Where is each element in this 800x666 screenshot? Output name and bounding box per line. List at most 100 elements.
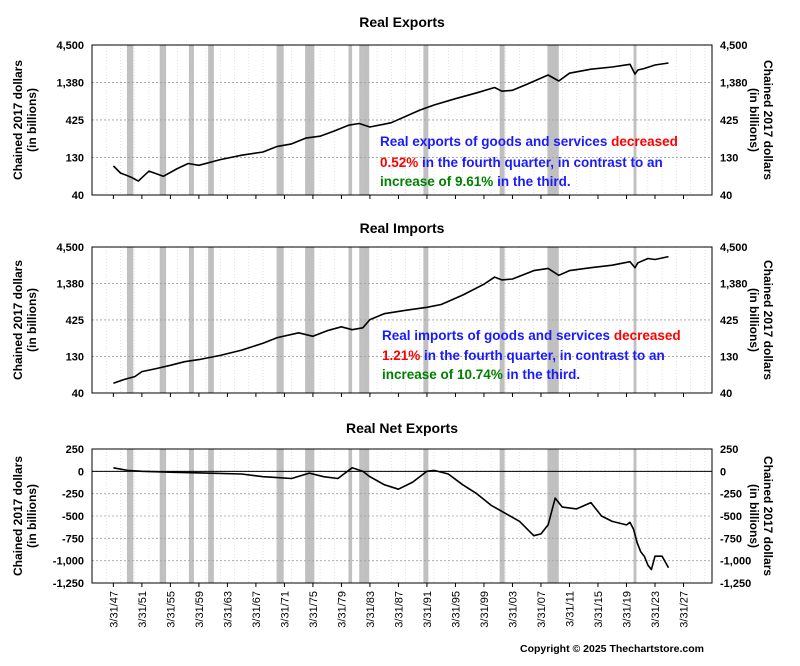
y-axis-label-line: Chained 2017 dollars	[761, 456, 775, 576]
y-axis-label-line: (in billions)	[25, 484, 39, 548]
recession-band	[126, 449, 134, 583]
y-tick-label-right: 1,380	[720, 279, 748, 291]
annotation-line: 1.21% in the fourth quarter, in contrast…	[382, 348, 665, 363]
y-tick-label-left: 425	[66, 315, 84, 327]
plot-frame	[91, 448, 713, 584]
x-tick-label: 3/31/51	[137, 591, 149, 628]
recession-band	[188, 45, 194, 195]
recession-band	[633, 449, 637, 583]
y-axis-label-line: (in billions)	[747, 288, 761, 352]
annotation-line: increase of 10.74% in the third.	[382, 367, 580, 382]
y-tick-label-right: 40	[720, 388, 732, 400]
y-axis-label-left: Chained 2017 dollars(in billions)	[11, 60, 39, 180]
y-tick-label-right: 1,380	[720, 78, 748, 90]
y-tick-label-left: -250	[62, 489, 84, 501]
y-tick-label-right: -500	[720, 511, 742, 523]
plot-frame	[91, 44, 713, 196]
x-tick-label: 3/31/19	[621, 591, 633, 628]
y-tick-label-right: 425	[720, 315, 738, 327]
annotation-segment: in the third.	[493, 174, 570, 189]
recession-band	[499, 45, 505, 195]
y-tick-label-right: 425	[720, 115, 738, 127]
x-tick-label: 3/31/71	[279, 591, 291, 628]
panel-title: Real Exports	[359, 14, 445, 30]
plot-frame	[91, 246, 713, 394]
recession-band	[188, 247, 194, 393]
y-tick-label-right: -250	[720, 489, 742, 501]
y-tick-label-left: 130	[66, 153, 84, 165]
recession-band	[159, 45, 167, 195]
x-tick-label: 3/31/79	[336, 591, 348, 628]
y-tick-label-right: 0	[720, 466, 726, 478]
annotation-segment: in the fourth quarter, in contrast to an	[420, 348, 665, 363]
y-tick-label-right: -1,000	[720, 556, 751, 568]
recession-band	[348, 45, 353, 195]
recession-band	[208, 247, 214, 393]
recession-band	[348, 449, 353, 583]
recession-band	[208, 449, 214, 583]
recession-band	[499, 247, 505, 393]
y-tick-label-right: 4,500	[720, 40, 748, 52]
x-tick-label: 3/31/23	[650, 591, 662, 628]
y-axis-label-left: Chained 2017 dollars(in billions)	[11, 456, 39, 576]
x-tick-label: 3/31/95	[450, 591, 462, 628]
annotation-segment: Real exports of goods and services	[380, 134, 611, 149]
recession-band	[159, 247, 167, 393]
x-tick-label: 3/31/47	[108, 591, 120, 628]
copyright-text: Copyright © 2025 Thechartstore.com	[520, 643, 704, 655]
annotation-segment: 1.21%	[382, 348, 420, 363]
y-tick-label-right: 250	[720, 444, 738, 456]
y-tick-label-right: -1,250	[720, 578, 751, 590]
y-axis-label-line: (in billions)	[747, 484, 761, 548]
annotation-line: Real exports of goods and services decre…	[380, 134, 678, 149]
recession-band	[126, 45, 134, 195]
y-tick-label-right: 130	[720, 153, 738, 165]
x-tick-label: 3/31/99	[479, 591, 491, 628]
annotation-segment: decreased	[614, 328, 681, 343]
y-tick-label-left: 1,380	[56, 279, 84, 291]
y-tick-label-left: 130	[66, 352, 84, 364]
y-tick-label-left: 40	[72, 388, 84, 400]
series-line	[113, 467, 670, 571]
annotation-line: increase of 9.61% in the third.	[380, 174, 571, 189]
x-tick-label: 3/31/11	[564, 591, 576, 627]
recession-band	[499, 449, 505, 583]
panel-title: Real Imports	[360, 220, 445, 236]
annotation-segment: increase of 10.74%	[382, 367, 503, 382]
y-tick-label-left: 250	[66, 444, 84, 456]
y-tick-label-left: -1,250	[53, 578, 84, 590]
x-tick-label: 3/31/87	[393, 591, 405, 628]
recession-band	[633, 45, 637, 195]
y-axis-label-line: Chained 2017 dollars	[11, 260, 25, 380]
recession-band	[188, 449, 194, 583]
annotation-segment: 0.52%	[380, 155, 418, 170]
y-axis-label-line: Chained 2017 dollars	[761, 260, 775, 380]
x-tick-label: 3/31/91	[422, 591, 434, 628]
y-tick-label-left: 425	[66, 115, 84, 127]
y-axis-label-line: Chained 2017 dollars	[761, 60, 775, 180]
y-axis-label-left: Chained 2017 dollars(in billions)	[11, 260, 39, 380]
annotation-segment: increase of 9.61%	[380, 174, 493, 189]
annotation-segment: Real imports of goods and services	[382, 328, 614, 343]
y-axis-label-line: (in billions)	[25, 88, 39, 152]
y-tick-label-left: -750	[62, 533, 84, 545]
y-tick-label-left: 0	[78, 466, 84, 478]
y-tick-label-left: -1,000	[53, 556, 84, 568]
recession-band	[633, 247, 637, 393]
y-axis-label-line: (in billions)	[747, 88, 761, 152]
annotation-line: Real imports of goods and services decre…	[382, 328, 681, 343]
y-axis-label-line: Chained 2017 dollars	[11, 60, 25, 180]
y-tick-label-right: 130	[720, 352, 738, 364]
x-tick-label: 3/31/03	[507, 591, 519, 628]
x-tick-label: 3/31/15	[593, 591, 605, 628]
y-tick-label-left: 1,380	[56, 78, 84, 90]
x-tick-label: 3/31/55	[165, 591, 177, 628]
y-tick-label-right: 40	[720, 190, 732, 202]
recession-band	[348, 247, 353, 393]
recession-band	[126, 247, 134, 393]
x-tick-label: 3/31/75	[308, 591, 320, 628]
y-axis-label-right: Chained 2017 dollars(in billions)	[747, 260, 775, 380]
annotation-line: 0.52% in the fourth quarter, in contrast…	[380, 155, 663, 170]
